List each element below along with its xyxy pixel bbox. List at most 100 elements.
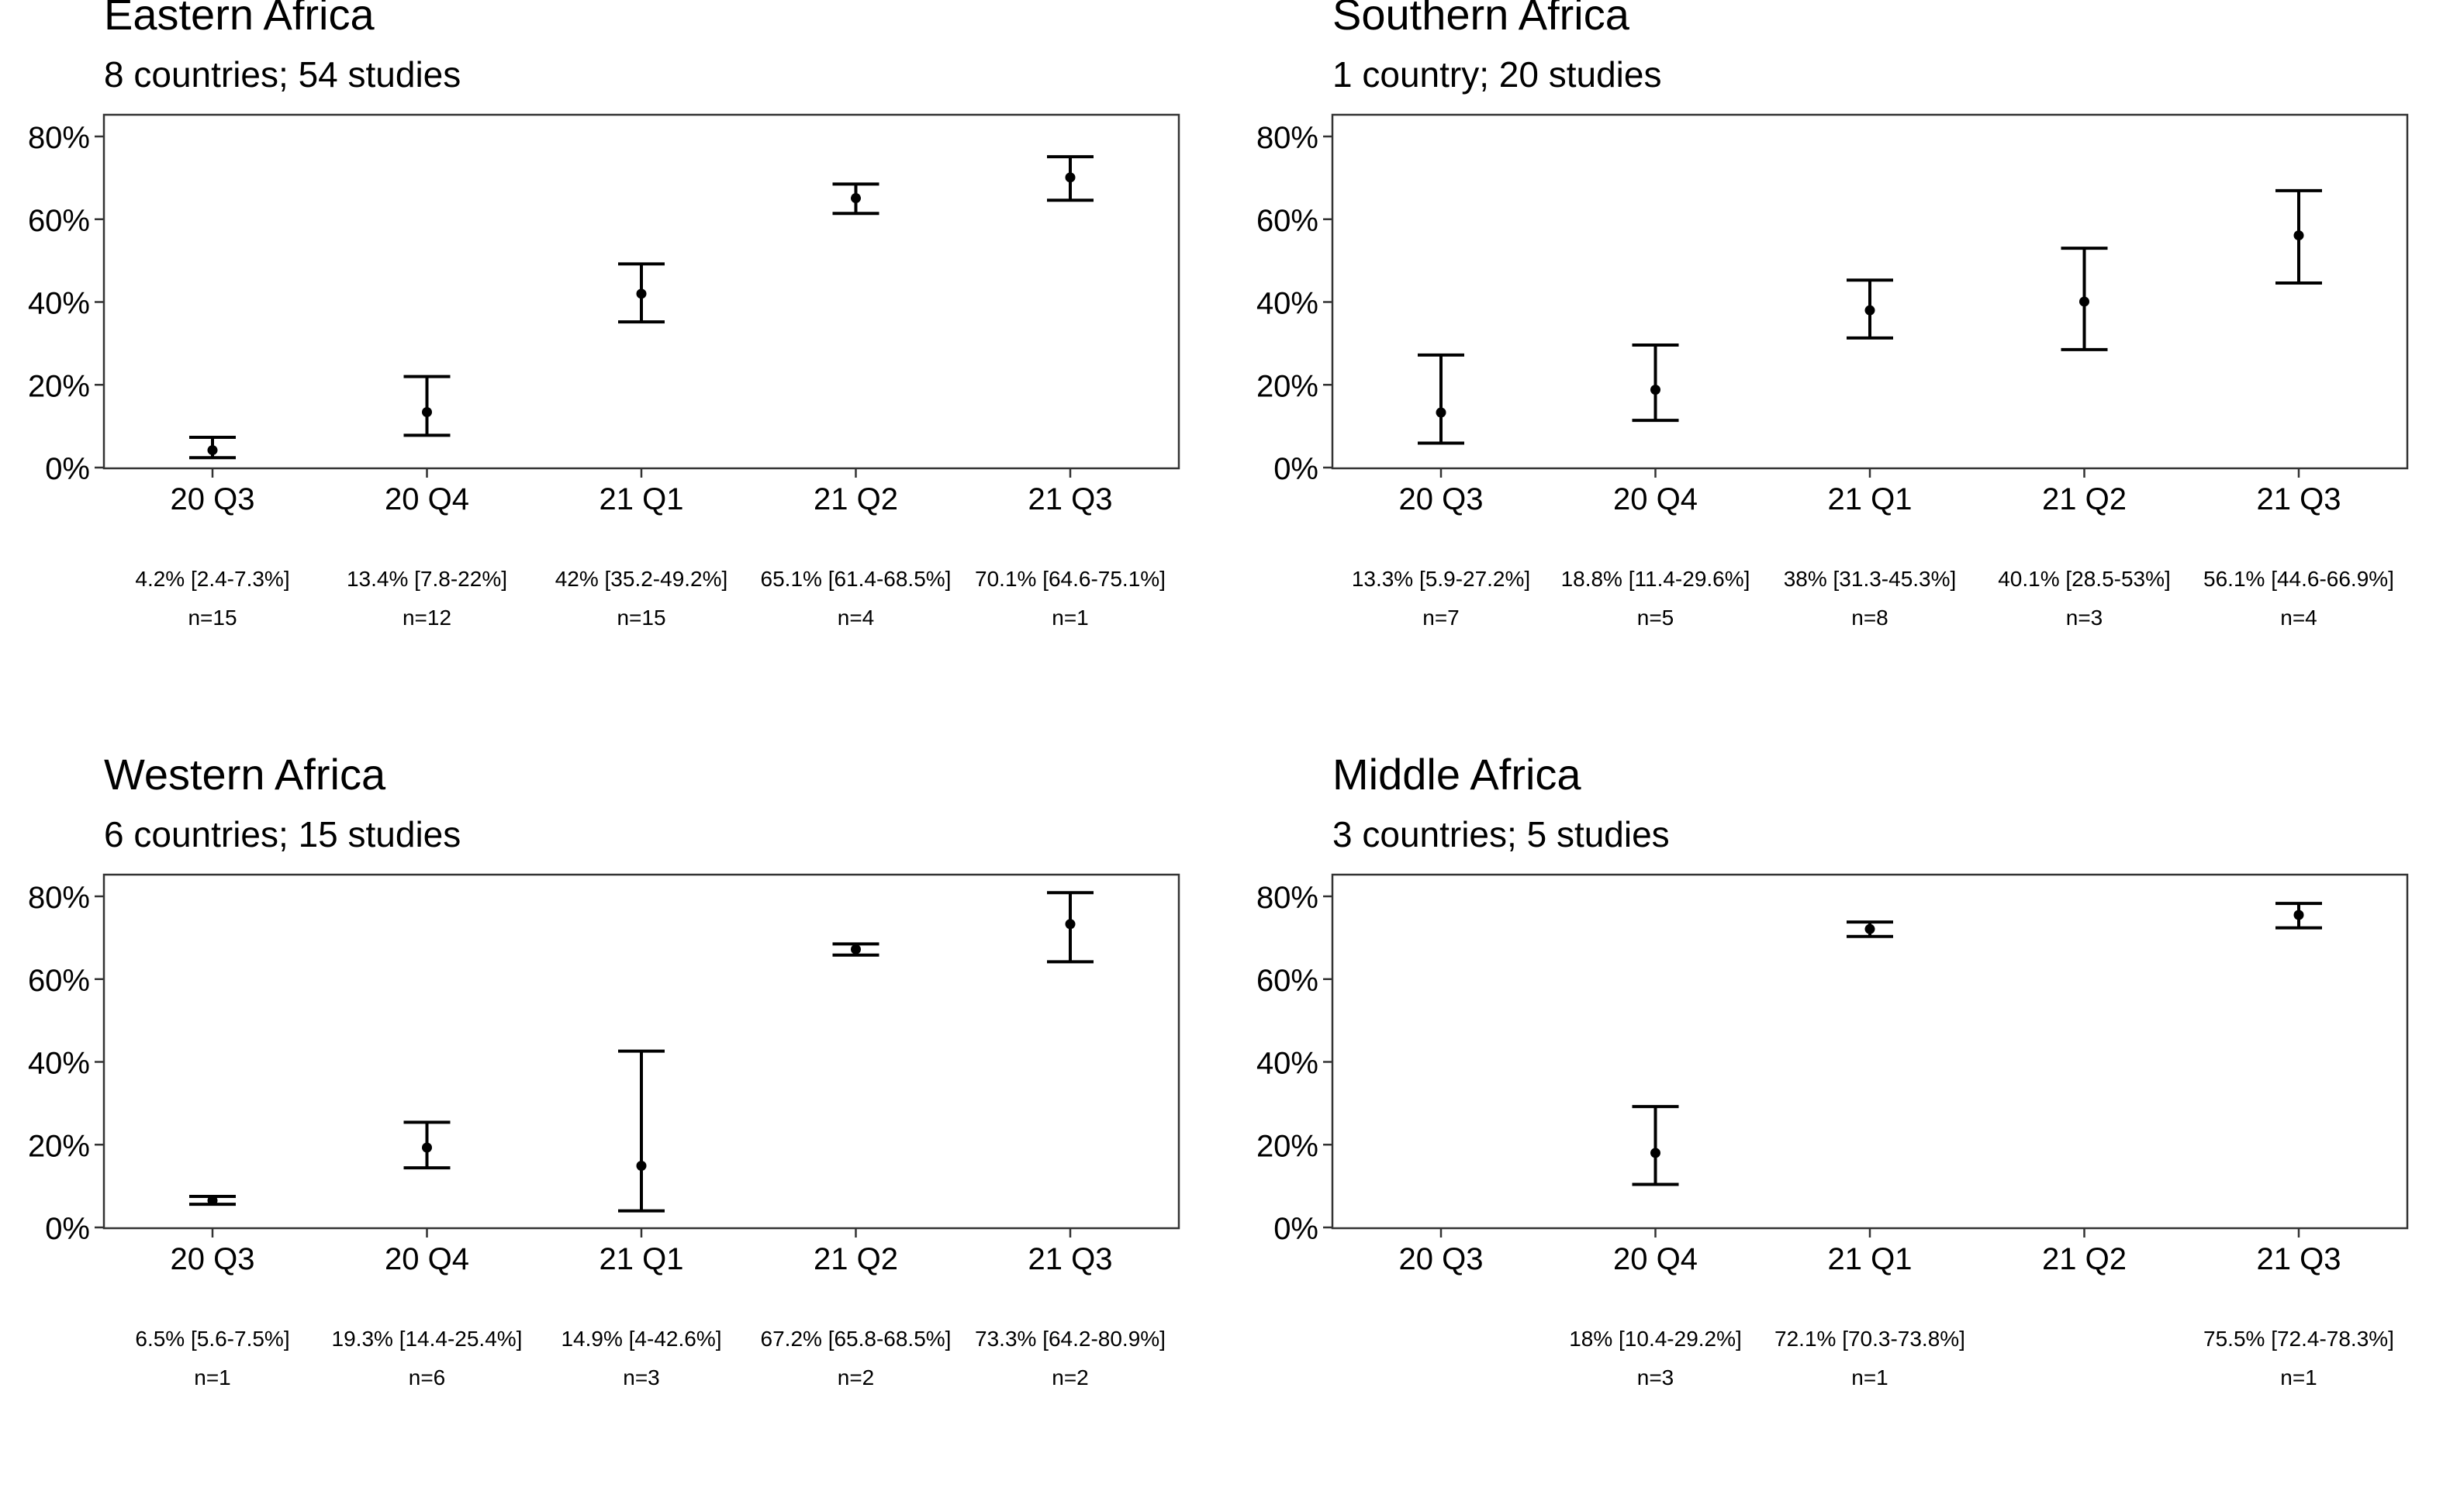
estimate-label: 40.1% [28.5-53%]: [1998, 567, 2171, 591]
sample-count-label: n=1: [194, 1365, 231, 1389]
x-tick-label: 20 Q3: [1399, 482, 1484, 516]
x-tick-label: 21 Q3: [2257, 482, 2341, 516]
x-tick-label: 21 Q2: [814, 482, 898, 516]
x-tick-label: 21 Q2: [2042, 1242, 2127, 1276]
panel-subtitle: 1 country; 20 studies: [1332, 54, 1661, 95]
estimate-label: 18.8% [11.4-29.6%]: [1561, 567, 1750, 591]
y-tick-label: 0%: [1273, 452, 1318, 486]
x-tick-label: 20 Q4: [1613, 482, 1698, 516]
x-tick-label: 20 Q3: [1399, 1242, 1484, 1276]
panel-middle-africa: Middle Africa 3 countries; 5 studies 0% 20%…: [1256, 750, 2409, 1389]
sample-count-label: n=6: [409, 1365, 446, 1389]
y-tick-label: 20%: [1256, 369, 1318, 403]
estimate-point: [2293, 910, 2304, 920]
y-tick-label: 80%: [28, 881, 90, 915]
estimate-label: 6.5% [5.6-7.5%]: [135, 1327, 289, 1351]
x-tick-label: 20 Q4: [385, 482, 469, 516]
x-tick-label: 20 Q3: [171, 1242, 255, 1276]
x-tick-label: 20 Q4: [1613, 1242, 1698, 1276]
estimate-point: [2293, 230, 2304, 241]
estimate-label: 19.3% [14.4-25.4%]: [332, 1327, 523, 1351]
panel-southern-africa: Southern Africa 1 country; 20 studies 0% 20…: [1256, 0, 2409, 630]
estimate-point: [2079, 296, 2089, 307]
y-tick-label: 0%: [45, 452, 90, 486]
sample-count-label: n=7: [1422, 606, 1460, 630]
estimate-point: [1650, 385, 1660, 395]
sample-count-label: n=2: [838, 1365, 875, 1389]
sample-count-label: n=15: [188, 606, 237, 630]
y-tick-label: 80%: [28, 121, 90, 155]
panel-western-africa: Western Africa 6 countries; 15 studies 0% 2…: [28, 750, 1180, 1389]
estimate-point: [1864, 923, 1875, 934]
sample-count-label: n=12: [403, 606, 451, 630]
estimate-label: 18% [10.4-29.2%]: [1569, 1327, 1742, 1351]
panel-title: Southern Africa: [1332, 0, 1630, 39]
panel-subtitle: 8 countries; 54 studies: [104, 54, 461, 95]
estimate-label: 4.2% [2.4-7.3%]: [135, 567, 289, 591]
estimate-label: 56.1% [44.6-66.9%]: [2203, 567, 2394, 591]
panel-subtitle: 3 countries; 5 studies: [1332, 814, 1670, 854]
y-tick-label: 80%: [1256, 121, 1318, 155]
estimate-label: 14.9% [4-42.6%]: [561, 1327, 721, 1351]
panel-subtitle: 6 countries; 15 studies: [104, 814, 461, 854]
sample-count-label: n=1: [2280, 1365, 2317, 1389]
estimate-label: 38% [31.3-45.3%]: [1784, 567, 1957, 591]
y-tick-label: 80%: [1256, 881, 1318, 915]
y-tick-label: 40%: [28, 1047, 90, 1081]
x-tick-label: 21 Q3: [2257, 1242, 2341, 1276]
estimate-point: [422, 406, 432, 417]
panel-title: Eastern Africa: [104, 0, 375, 39]
x-tick-label: 20 Q3: [171, 482, 255, 516]
sample-count-label: n=2: [1052, 1365, 1089, 1389]
x-tick-label: 21 Q1: [600, 1242, 684, 1276]
y-tick-label: 20%: [28, 1129, 90, 1163]
estimate-point: [636, 1160, 647, 1171]
sample-count-label: n=3: [1637, 1365, 1674, 1389]
x-tick-label: 21 Q1: [1828, 482, 1913, 516]
sample-count-label: n=3: [2066, 606, 2103, 630]
estimate-point: [1065, 172, 1076, 183]
panel-title: Middle Africa: [1332, 750, 1581, 799]
estimate-point: [851, 193, 861, 204]
x-tick-label: 21 Q3: [1028, 482, 1113, 516]
panel-title: Western Africa: [104, 750, 386, 799]
y-tick-label: 20%: [28, 369, 90, 403]
y-tick-label: 40%: [1256, 287, 1318, 321]
sample-count-label: n=4: [838, 606, 875, 630]
x-tick-label: 20 Q4: [385, 1242, 469, 1276]
y-tick-label: 60%: [28, 204, 90, 238]
estimate-point: [1864, 305, 1875, 316]
estimate-point: [422, 1142, 432, 1153]
sample-count-label: n=1: [1851, 1365, 1888, 1389]
panel-eastern-africa: Eastern Africa 8 countries; 54 studies 0% 2…: [28, 0, 1180, 630]
x-tick-label: 21 Q2: [2042, 482, 2127, 516]
estimate-point: [207, 1195, 218, 1206]
estimate-label: 70.1% [64.6-75.1%]: [975, 567, 1166, 591]
estimate-label: 72.1% [70.3-73.8%]: [1774, 1327, 1965, 1351]
x-tick-label: 21 Q1: [600, 482, 684, 516]
sample-count-label: n=4: [2280, 606, 2317, 630]
estimate-label: 65.1% [61.4-68.5%]: [761, 567, 952, 591]
estimate-point: [1065, 919, 1076, 930]
x-tick-label: 21 Q3: [1028, 1242, 1113, 1276]
sample-count-label: n=15: [617, 606, 665, 630]
y-tick-label: 0%: [1273, 1212, 1318, 1246]
estimate-point: [1436, 407, 1446, 418]
sample-count-label: n=1: [1052, 606, 1089, 630]
y-tick-label: 40%: [28, 287, 90, 321]
y-tick-label: 0%: [45, 1212, 90, 1246]
y-tick-label: 40%: [1256, 1047, 1318, 1081]
estimate-label: 13.4% [7.8-22%]: [347, 567, 507, 591]
estimate-label: 67.2% [65.8-68.5%]: [761, 1327, 952, 1351]
estimate-point: [1650, 1148, 1660, 1158]
estimate-label: 42% [35.2-49.2%]: [555, 567, 728, 591]
estimate-label: 75.5% [72.4-78.3%]: [2203, 1327, 2394, 1351]
sample-count-label: n=3: [623, 1365, 660, 1389]
estimate-point: [636, 288, 647, 299]
y-tick-label: 60%: [1256, 204, 1318, 238]
sample-count-label: n=8: [1851, 606, 1888, 630]
x-tick-label: 21 Q1: [1828, 1242, 1913, 1276]
estimate-label: 13.3% [5.9-27.2%]: [1352, 567, 1530, 591]
x-tick-label: 21 Q2: [814, 1242, 898, 1276]
